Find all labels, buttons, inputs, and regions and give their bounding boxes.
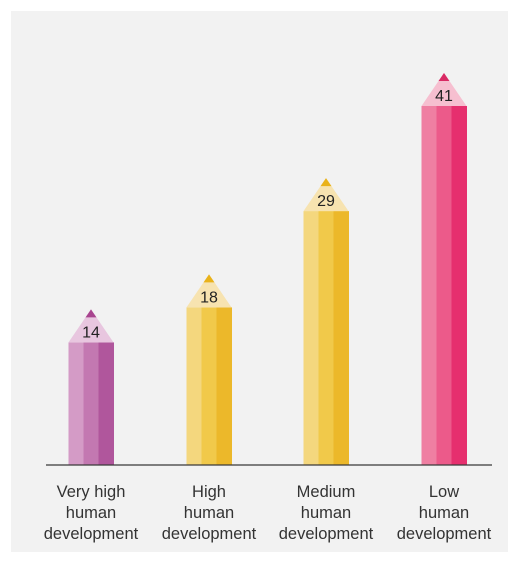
category-label-line: development xyxy=(278,525,374,543)
pencil-lead xyxy=(320,178,332,187)
category-label-3: Medium human development xyxy=(266,482,386,545)
category-label-line: human xyxy=(65,504,117,522)
bar-stripe-light xyxy=(303,211,319,465)
data-label-1: 14 xyxy=(82,324,100,341)
category-label-line: Low xyxy=(428,483,460,501)
category-label-line: human xyxy=(418,504,470,522)
pencil-bar-1: 14 xyxy=(68,309,114,465)
bar-stripe-light xyxy=(421,106,437,465)
bar-stripe-dark xyxy=(451,106,467,465)
bar-stripe-dark xyxy=(98,342,114,465)
pencil-cone xyxy=(186,274,232,308)
bar-stripe-light xyxy=(186,307,202,465)
pencil-bar-4: 41 xyxy=(421,73,467,465)
category-label-1: Very high human development xyxy=(31,482,151,545)
pencil-cone xyxy=(303,178,349,212)
pencil-lead xyxy=(203,274,215,283)
data-label-4: 41 xyxy=(435,88,453,105)
data-label-3: 29 xyxy=(317,193,335,210)
category-label-line: development xyxy=(43,525,139,543)
category-label-line: Medium xyxy=(296,483,356,501)
category-label-line: development xyxy=(396,525,492,543)
data-label-2: 18 xyxy=(200,289,218,306)
pencil-cone xyxy=(68,309,114,343)
category-label-line: human xyxy=(183,504,235,522)
bar-stripe-mid xyxy=(201,307,217,465)
pencil-bar-2: 18 xyxy=(186,274,232,465)
bar-stripe-light xyxy=(68,342,84,465)
category-label-line: High xyxy=(192,483,226,501)
chart-panel: 14 18 29 41 Very high human development High hu… xyxy=(11,11,508,552)
bar-stripe-mid xyxy=(83,342,99,465)
bar-stripe-mid xyxy=(318,211,334,465)
bar-stripe-dark xyxy=(216,307,232,465)
category-label-line: Very high xyxy=(56,483,126,501)
pencil-cone xyxy=(421,73,467,106)
category-label-2: High human development xyxy=(149,482,269,545)
pencil-lead xyxy=(438,73,450,81)
bar-stripe-mid xyxy=(436,106,452,465)
category-label-line: development xyxy=(161,525,257,543)
chart-svg: 14 18 29 41 xyxy=(46,73,492,466)
bar-stripe-dark xyxy=(333,211,349,465)
category-label-line: human xyxy=(300,504,352,522)
category-label-4: Low human development xyxy=(384,482,504,545)
pencil-lead xyxy=(85,309,97,318)
pencil-bar-3: 29 xyxy=(303,178,349,465)
